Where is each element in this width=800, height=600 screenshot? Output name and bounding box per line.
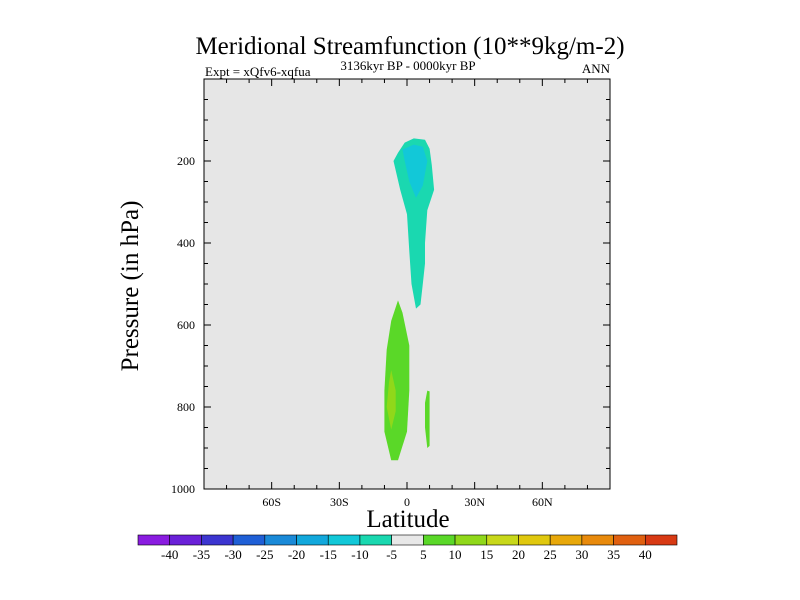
colorbar-label: 35 — [607, 547, 620, 562]
colorbar-label: -30 — [224, 547, 241, 562]
colorbar-swatch — [423, 534, 456, 546]
colorbar-label: 30 — [575, 547, 588, 562]
chart-title: Meridional Streamfunction (10**9kg/m-2) — [195, 33, 624, 60]
y-tick-label: 1000 — [171, 482, 195, 496]
contour-upper-negative-cell — [393, 138, 435, 309]
colorbar-label: 25 — [544, 547, 557, 562]
subtitle-center: 3136kyr BP - 0000kyr BP — [340, 58, 475, 73]
colorbar-swatch — [169, 534, 202, 546]
colorbar-swatch — [454, 534, 488, 546]
colorbar-label: -40 — [161, 547, 178, 562]
colorbar-swatch — [613, 534, 646, 546]
y-tick-label: 400 — [177, 236, 195, 250]
colorbar-swatch — [581, 534, 614, 546]
colorbar-label: -25 — [256, 547, 273, 562]
colorbar-label: 20 — [512, 547, 525, 562]
colorbar-swatch — [644, 534, 678, 546]
y-tick-label: 600 — [177, 318, 195, 332]
colorbar-label: 5 — [420, 547, 427, 562]
y-axis-label: Pressure (in hPa) — [117, 201, 144, 372]
colorbar-swatch — [137, 534, 171, 546]
colorbar-swatch — [327, 534, 361, 546]
colorbar-swatch — [359, 534, 392, 546]
x-tick-label: 30N — [464, 495, 485, 509]
colorbar-label: 10 — [449, 547, 462, 562]
y-tick-label: 800 — [177, 400, 195, 414]
contour-small-positive-cell — [425, 390, 430, 448]
colorbar-swatch — [518, 534, 551, 546]
x-tick-label: 60S — [262, 495, 281, 509]
colorbar-swatch — [232, 534, 266, 546]
x-tick-label: 30S — [330, 495, 349, 509]
colorbar-label: -35 — [193, 547, 210, 562]
subtitle-right: ANN — [582, 61, 611, 76]
colorbar: -40 -35 -30 -25 -20 -15 -10 -5 5 10 15 20 25 30 35 40 — [137, 534, 678, 562]
subtitle-left: Expt = xQfv6-xqfua — [205, 64, 311, 79]
colorbar-swatch — [296, 534, 329, 546]
colorbar-label: -10 — [351, 547, 368, 562]
axes: 60S 30S 0 30N 60N 200 400 600 800 1000 — [171, 78, 611, 509]
colorbar-swatch — [549, 534, 583, 546]
colorbar-swatch — [264, 534, 297, 546]
contour-upper-negative-core — [402, 144, 428, 198]
contour-lower-positive-core — [386, 370, 396, 430]
colorbar-label: 15 — [480, 547, 493, 562]
colorbar-swatch — [201, 534, 234, 546]
x-axis-label: Latitude — [366, 506, 449, 533]
x-tick-label: 0 — [404, 495, 410, 509]
colorbar-label: -5 — [386, 547, 397, 562]
x-tick-label: 60N — [532, 495, 553, 509]
y-tick-label: 200 — [177, 154, 195, 168]
colorbar-swatch — [391, 534, 424, 546]
colorbar-swatch — [486, 534, 519, 546]
colorbar-label: -15 — [320, 547, 337, 562]
colorbar-label: -20 — [288, 547, 305, 562]
colorbar-label: 40 — [639, 547, 652, 562]
plot-area — [204, 79, 610, 489]
